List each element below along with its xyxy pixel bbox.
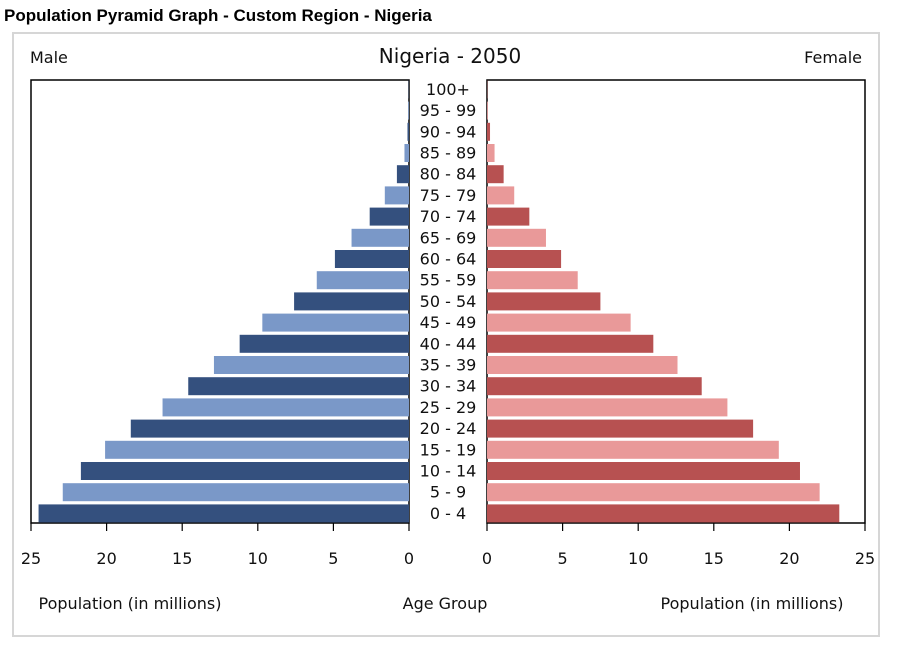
age-group-label: 40 - 44 bbox=[420, 334, 477, 353]
female-bar-6 bbox=[487, 377, 702, 396]
male-bar-18 bbox=[407, 122, 409, 141]
female-tick-label: 15 bbox=[704, 549, 724, 568]
male-tick-label: 15 bbox=[172, 549, 192, 568]
male-bar-15 bbox=[384, 186, 409, 205]
age-group-label: 85 - 89 bbox=[420, 144, 477, 163]
male-bar-13 bbox=[351, 228, 409, 247]
x-axis-label-left: Population (in millions) bbox=[39, 594, 222, 613]
female-bar-15 bbox=[487, 186, 515, 205]
age-group-label: 100+ bbox=[426, 80, 470, 99]
age-group-label: 60 - 64 bbox=[420, 250, 477, 269]
female-bar-3 bbox=[487, 440, 779, 459]
female-tick-label: 25 bbox=[855, 549, 875, 568]
female-tick-label: 20 bbox=[779, 549, 799, 568]
age-group-label: 70 - 74 bbox=[420, 207, 477, 226]
male-bar-11 bbox=[316, 271, 409, 290]
female-bar-0 bbox=[487, 504, 840, 523]
age-group-label: 80 - 84 bbox=[420, 165, 477, 184]
age-group-label: 45 - 49 bbox=[420, 313, 477, 332]
male-bar-14 bbox=[369, 207, 409, 226]
male-bar-9 bbox=[262, 313, 409, 332]
chart-title: Nigeria - 2050 bbox=[379, 44, 521, 68]
male-label: Male bbox=[30, 48, 68, 67]
ticks-layer: 25 20 15 10 5 0 0 5 10 15 20 25 bbox=[21, 523, 875, 568]
x-axis-label-right: Population (in millions) bbox=[661, 594, 844, 613]
age-group-label: 90 - 94 bbox=[420, 122, 477, 141]
male-bar-6 bbox=[188, 377, 409, 396]
female-bar-2 bbox=[487, 462, 800, 480]
female-bar-12 bbox=[487, 250, 562, 268]
male-bar-12 bbox=[334, 250, 409, 268]
male-bar-19 bbox=[408, 101, 409, 120]
female-label: Female bbox=[804, 48, 862, 67]
female-bar-8 bbox=[487, 334, 654, 353]
male-tick-label: 5 bbox=[328, 549, 338, 568]
female-tick-label: 0 bbox=[482, 549, 492, 568]
age-group-label: 95 - 99 bbox=[420, 101, 477, 120]
age-group-label: 25 - 29 bbox=[420, 398, 477, 417]
male-bar-0 bbox=[38, 504, 410, 523]
male-tick-label: 10 bbox=[248, 549, 268, 568]
male-bar-8 bbox=[239, 334, 409, 353]
age-group-label: 55 - 59 bbox=[420, 271, 477, 290]
male-tick-label: 0 bbox=[404, 549, 414, 568]
female-bar-17 bbox=[487, 144, 495, 162]
female-bar-16 bbox=[487, 165, 504, 184]
male-bar-16 bbox=[396, 165, 409, 184]
female-bar-7 bbox=[487, 356, 678, 374]
female-bar-18 bbox=[487, 122, 491, 141]
female-tick-label: 10 bbox=[628, 549, 648, 568]
female-bar-1 bbox=[487, 483, 820, 502]
age-group-label: 10 - 14 bbox=[420, 462, 477, 481]
age-group-label: 50 - 54 bbox=[420, 292, 477, 311]
female-bar-9 bbox=[487, 313, 631, 332]
age-group-label: 30 - 34 bbox=[420, 377, 477, 396]
age-group-label: 75 - 79 bbox=[420, 186, 477, 205]
female-bar-5 bbox=[487, 398, 728, 417]
page-heading: Population Pyramid Graph - Custom Region… bbox=[4, 6, 432, 25]
female-tick-label: 5 bbox=[558, 549, 568, 568]
female-bar-19 bbox=[487, 101, 488, 120]
female-bar-4 bbox=[487, 419, 754, 438]
age-group-label: 65 - 69 bbox=[420, 228, 477, 247]
female-bar-14 bbox=[487, 207, 530, 226]
male-bar-4 bbox=[130, 419, 410, 438]
male-bar-17 bbox=[404, 144, 409, 162]
male-bar-7 bbox=[213, 356, 409, 374]
female-bar-11 bbox=[487, 271, 578, 290]
male-tick-label: 20 bbox=[96, 549, 116, 568]
age-group-label: 0 - 4 bbox=[430, 504, 466, 523]
male-bar-1 bbox=[62, 483, 409, 502]
center-axis-label: Age Group bbox=[403, 594, 488, 613]
chart-frame bbox=[12, 32, 880, 637]
male-bar-2 bbox=[80, 462, 410, 480]
male-bar-3 bbox=[105, 440, 409, 459]
bars-layer bbox=[38, 80, 840, 523]
age-group-label: 15 - 19 bbox=[420, 440, 477, 459]
male-bar-10 bbox=[294, 292, 409, 311]
female-bar-13 bbox=[487, 228, 546, 247]
age-group-label: 20 - 24 bbox=[420, 419, 477, 438]
male-tick-label: 25 bbox=[21, 549, 41, 568]
age-group-label: 5 - 9 bbox=[430, 483, 466, 502]
age-group-label: 35 - 39 bbox=[420, 356, 477, 375]
female-bar-10 bbox=[487, 292, 601, 311]
male-bar-5 bbox=[162, 398, 409, 417]
age-labels-layer: 0 - 4 5 - 9 10 - 14 15 - 19 20 - 24 25 - 29 30… bbox=[420, 80, 477, 523]
